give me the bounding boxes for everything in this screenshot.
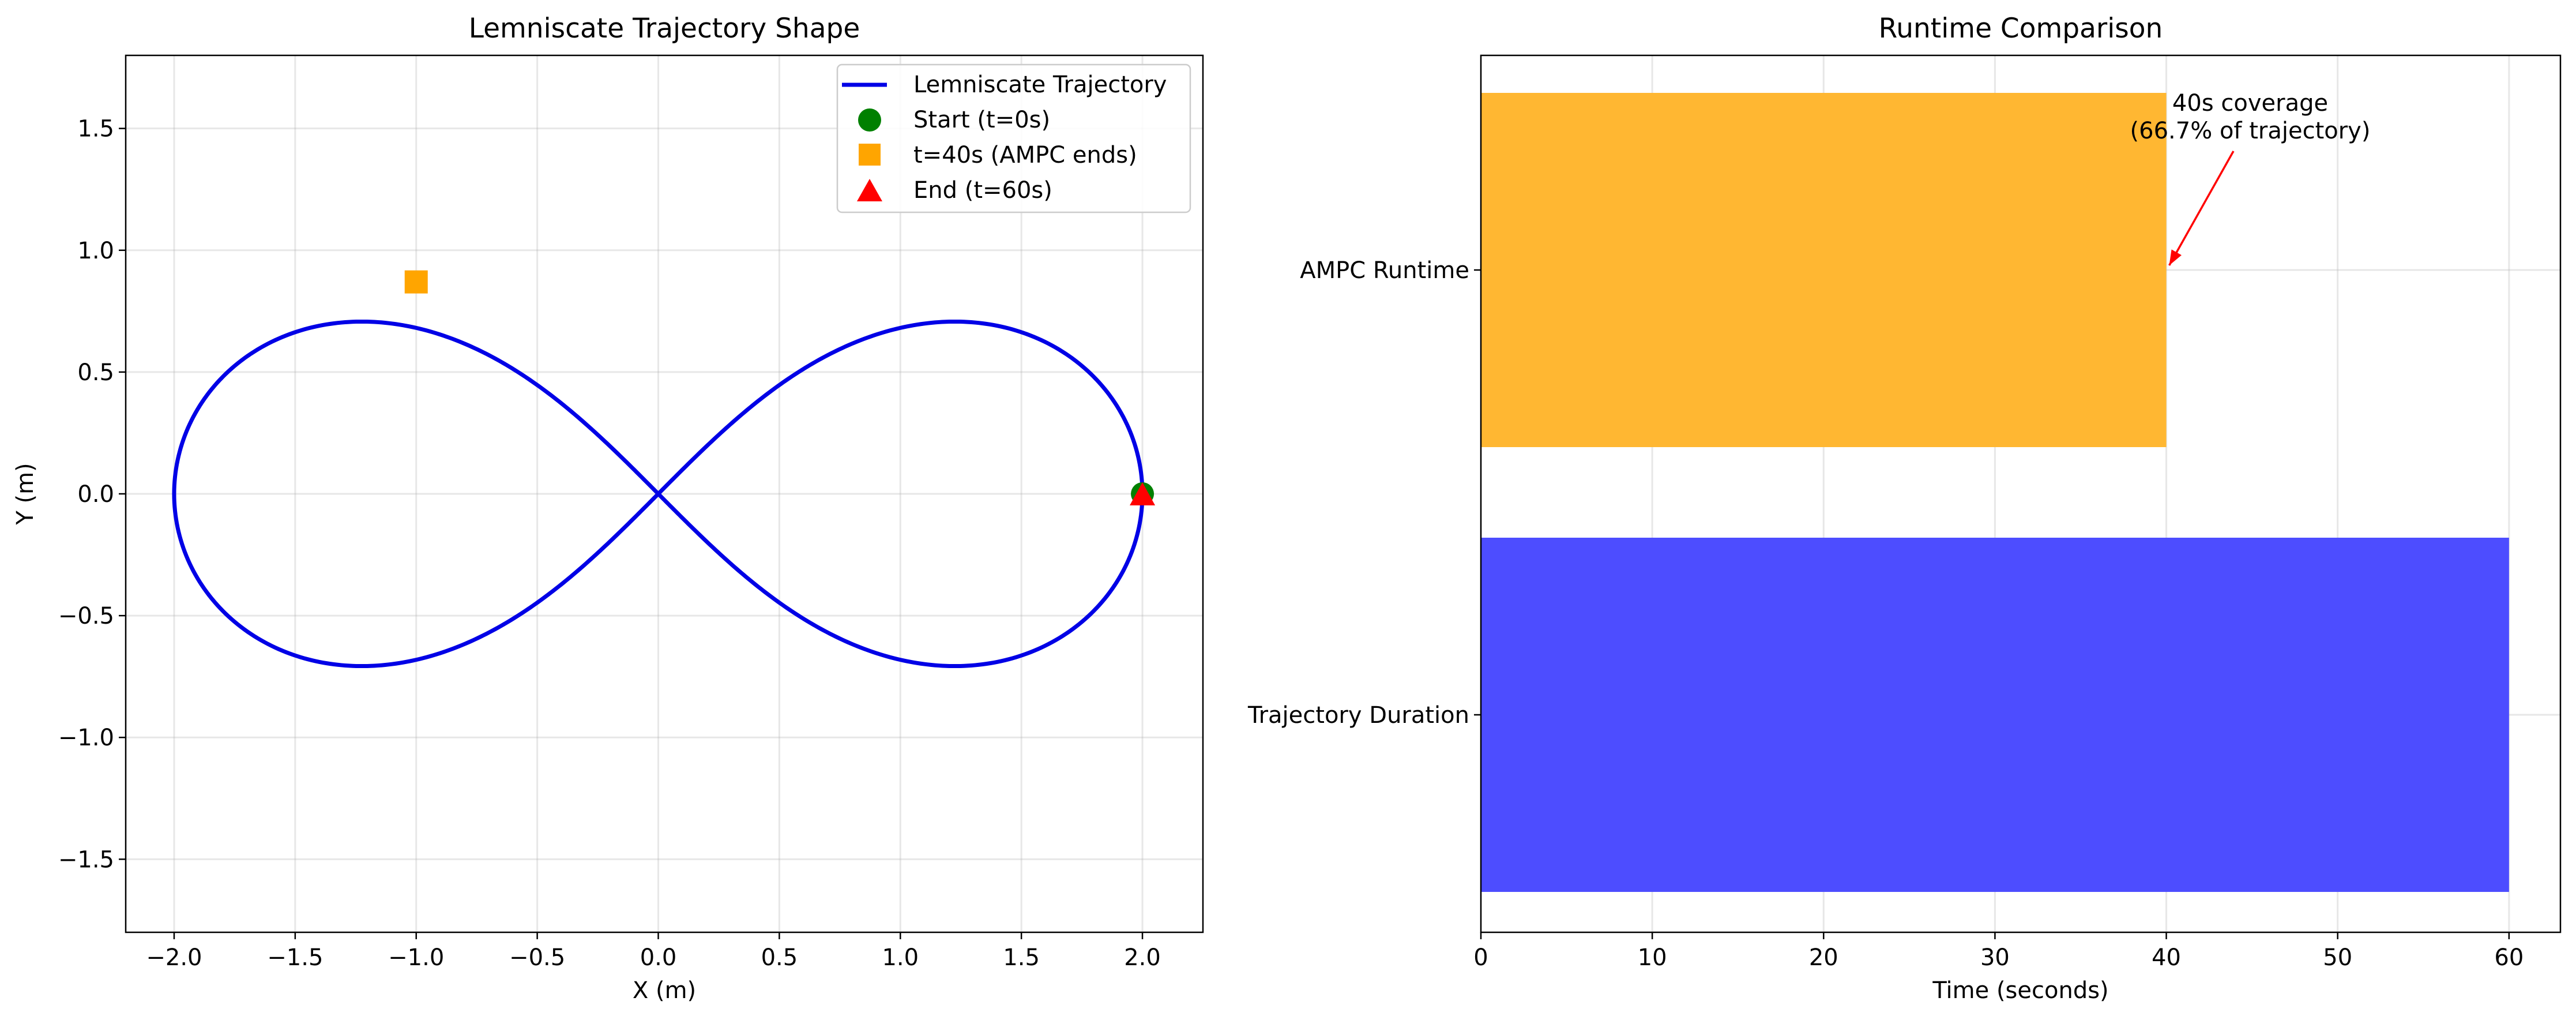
legend-triangle-swatch	[857, 179, 882, 201]
lemniscate-chart: Lemniscate Trajectory Shape −2.0 −1.5 −1.0…	[12, 13, 1204, 1004]
runtime-bars	[1481, 93, 2509, 892]
x-tick-label: −1.0	[388, 944, 444, 971]
coverage-annotation: 40s coverage (66.7% of trajectory)	[2130, 90, 2371, 266]
x-tick-label: 0.5	[761, 944, 798, 971]
lemniscate-x-axis-label: X (m)	[633, 977, 696, 1004]
runtime-y-ticks: AMPC Runtime Trajectory Duration	[1247, 257, 1481, 729]
y-tick-label: 1.5	[77, 116, 114, 142]
annotation-line-1: 40s coverage	[2172, 90, 2328, 117]
legend-square-swatch	[859, 144, 881, 166]
y-tick-label: −1.0	[58, 725, 114, 751]
runtime-x-axis-label: Time (seconds)	[1932, 977, 2108, 1004]
lemniscate-chart-title: Lemniscate Trajectory Shape	[469, 13, 860, 44]
legend-circle-swatch	[858, 108, 881, 132]
y-tick-label: −0.5	[58, 603, 114, 629]
runtime-chart-title: Runtime Comparison	[1879, 13, 2163, 44]
legend-entry-ampc-end: t=40s (AMPC ends)	[913, 142, 1137, 168]
ampc-end-marker	[404, 270, 428, 294]
x-tick-label: 2.0	[1124, 944, 1161, 971]
x-tick-label: 1.0	[882, 944, 919, 971]
x-tick-label: −1.5	[267, 944, 323, 971]
y-tick-label: 0.5	[77, 359, 114, 386]
end-marker	[1130, 482, 1156, 505]
x-tick-label: 20	[1809, 944, 1838, 971]
y-tick-label: AMPC Runtime	[1300, 257, 1469, 284]
lemniscate-y-axis-label: Y (m)	[12, 463, 39, 525]
y-tick-label: 1.0	[77, 238, 114, 264]
x-tick-label: 50	[2323, 944, 2352, 971]
lemniscate-legend: Lemniscate Trajectory Start (t=0s) t=40s…	[836, 63, 1191, 213]
y-tick-label: −1.5	[58, 846, 114, 873]
x-tick-label: 0.0	[640, 944, 677, 971]
runtime-bar	[1481, 93, 2167, 447]
x-tick-label: 40	[2152, 944, 2181, 971]
x-tick-label: −2.0	[146, 944, 202, 971]
x-tick-label: −0.5	[509, 944, 565, 971]
lemniscate-plot-area	[172, 270, 1156, 669]
x-tick-label: 60	[2494, 944, 2524, 971]
legend-entry-start: Start (t=0s)	[913, 107, 1050, 133]
annotation-arrow-shaft	[2168, 151, 2235, 266]
x-tick-label: 1.5	[1003, 944, 1040, 971]
legend-box	[836, 63, 1191, 213]
y-tick-label: Trajectory Duration	[1247, 702, 1469, 729]
annotation-arrow-head	[2169, 249, 2182, 265]
runtime-x-ticks: 0 10 20 30 40 50 60	[1473, 932, 2524, 971]
y-tick-label: 0.0	[77, 481, 114, 508]
lemniscate-y-ticks: −1.5 −1.0 −0.5 0.0 0.5 1.0 1.5	[58, 116, 126, 873]
legend-entry-trajectory: Lemniscate Trajectory	[913, 72, 1167, 98]
trajectory-line	[172, 319, 1145, 669]
legend-entry-end: End (t=60s)	[913, 177, 1052, 204]
x-tick-label: 10	[1638, 944, 1667, 971]
runtime-axes-frame	[1480, 54, 2562, 933]
x-tick-label: 30	[1980, 944, 2010, 971]
runtime-bar	[1481, 538, 2509, 892]
runtime-chart: Runtime Comparison 0 10 20 30 40 50 60 AMPC Ru…	[1247, 13, 2562, 1004]
lemniscate-x-ticks: −2.0 −1.5 −1.0 −0.5 0.0 0.5 1.0 1.5 2.0	[146, 932, 1161, 971]
annotation-line-2: (66.7% of trajectory)	[2130, 118, 2371, 144]
x-tick-label: 0	[1473, 944, 1488, 971]
